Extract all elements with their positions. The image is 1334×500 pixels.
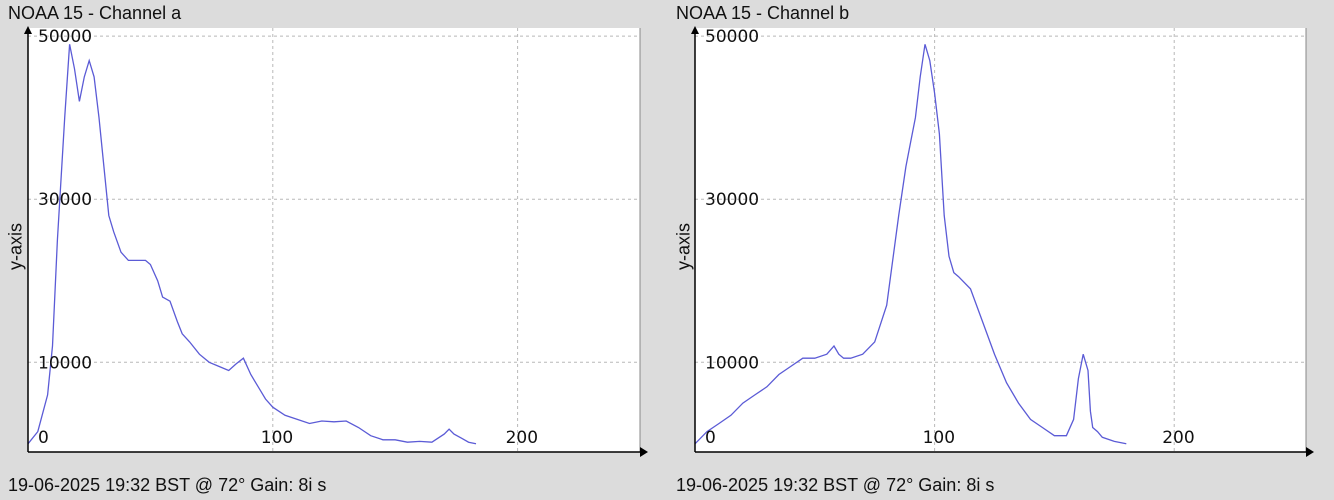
x-tick-label: 0 xyxy=(705,428,716,448)
x-tick-label: 200 xyxy=(1162,428,1194,448)
y-axis-label: y-axis xyxy=(5,223,26,271)
x-tick-label: 100 xyxy=(261,428,293,448)
y-tick-label: 30000 xyxy=(38,190,92,210)
y-tick-label: 10000 xyxy=(705,353,759,373)
plot-area xyxy=(28,28,640,452)
x-tick-label: 100 xyxy=(923,428,955,448)
y-tick-label: 50000 xyxy=(705,27,759,47)
chart-svg: 0 100 200 10000 30000 50000 xyxy=(691,26,1314,457)
y-axis-label: y-axis xyxy=(673,223,694,271)
chart-title: NOAA 15 - Channel b xyxy=(676,3,850,23)
series-line xyxy=(27,44,477,445)
x-tick-label: 0 xyxy=(38,428,49,448)
y-tick-label: 10000 xyxy=(38,353,92,373)
plot-area xyxy=(695,28,1306,452)
chart-footer-status: 19-06-2025 19:32 BST @ 72° Gain: 8i s xyxy=(8,475,327,495)
series-line xyxy=(694,44,1127,445)
chart-panel-channel-a: 0 100 200 10000 30000 50000 NOAA 15 - Channel… xyxy=(0,0,660,500)
y-tick-label: 50000 xyxy=(38,27,92,47)
chart-footer-status: 19-06-2025 19:32 BST @ 72° Gain: 8i s xyxy=(676,475,995,495)
chart-panel-channel-b: 0 100 200 10000 30000 50000 NOAA 15 - Channel… xyxy=(668,0,1328,500)
y-axis-arrow xyxy=(691,26,699,34)
y-axis-arrow xyxy=(24,26,32,34)
chart-svg: 0 100 200 10000 30000 50000 xyxy=(24,26,648,457)
x-axis-arrow xyxy=(1306,447,1314,457)
y-tick-label: 30000 xyxy=(705,190,759,210)
chart-title: NOAA 15 - Channel a xyxy=(8,3,182,23)
x-axis-arrow xyxy=(640,447,648,457)
x-tick-label: 200 xyxy=(506,428,538,448)
